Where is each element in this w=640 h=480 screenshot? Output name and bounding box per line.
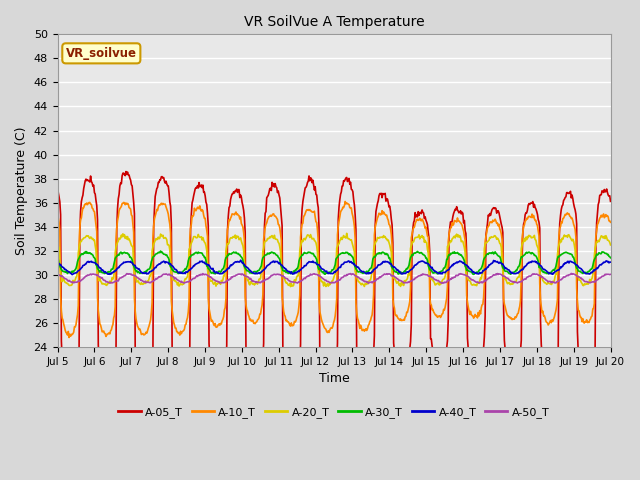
Y-axis label: Soil Temperature (C): Soil Temperature (C) <box>15 126 28 255</box>
A-30_T <box>157 248 164 254</box>
A-50_T <box>177 279 184 285</box>
A-20_T <box>607 242 614 248</box>
A-20_T <box>206 276 214 282</box>
A-50_T <box>568 271 575 276</box>
Line: A-50_T: A-50_T <box>58 274 611 283</box>
A-50_T <box>607 272 614 277</box>
Line: A-20_T: A-20_T <box>58 233 611 287</box>
A-10_T <box>122 202 129 207</box>
A-30_T <box>402 266 410 272</box>
A-40_T <box>68 272 76 277</box>
A-20_T <box>54 240 61 246</box>
A-30_T <box>470 272 477 277</box>
A-40_T <box>54 260 61 266</box>
A-40_T <box>122 260 129 265</box>
A-20_T <box>419 235 427 241</box>
A-50_T <box>120 273 128 278</box>
A-05_T <box>140 397 147 403</box>
Line: A-30_T: A-30_T <box>58 251 611 275</box>
A-10_T <box>54 211 61 217</box>
A-20_T <box>177 281 184 287</box>
A-05_T <box>54 183 61 189</box>
Legend: A-05_T, A-10_T, A-20_T, A-30_T, A-40_T, A-50_T: A-05_T, A-10_T, A-20_T, A-30_T, A-40_T, … <box>114 403 554 422</box>
Line: A-05_T: A-05_T <box>58 171 611 400</box>
A-10_T <box>341 199 349 204</box>
A-20_T <box>403 277 410 283</box>
A-05_T <box>403 360 410 366</box>
A-40_T <box>207 265 214 271</box>
X-axis label: Time: Time <box>319 372 349 385</box>
A-50_T <box>401 280 409 286</box>
A-40_T <box>237 257 244 263</box>
A-30_T <box>607 255 614 261</box>
A-30_T <box>177 270 185 276</box>
A-50_T <box>206 274 214 280</box>
A-20_T <box>343 230 351 236</box>
A-40_T <box>419 258 427 264</box>
A-05_T <box>419 209 427 215</box>
A-30_T <box>120 250 128 255</box>
Line: A-10_T: A-10_T <box>58 202 611 337</box>
A-05_T <box>64 389 72 395</box>
A-05_T <box>120 172 128 178</box>
Line: A-40_T: A-40_T <box>58 260 611 275</box>
A-40_T <box>403 269 410 275</box>
A-10_T <box>64 332 72 338</box>
A-05_T <box>179 388 186 394</box>
A-50_T <box>64 277 72 283</box>
A-50_T <box>417 272 425 277</box>
A-40_T <box>177 269 185 275</box>
Title: VR SoilVue A Temperature: VR SoilVue A Temperature <box>244 15 424 29</box>
A-50_T <box>438 280 446 286</box>
A-30_T <box>207 269 214 275</box>
A-20_T <box>64 280 72 286</box>
A-30_T <box>64 271 72 276</box>
A-10_T <box>419 217 427 223</box>
A-10_T <box>207 314 214 320</box>
A-40_T <box>64 268 72 274</box>
A-05_T <box>207 371 215 376</box>
A-05_T <box>607 198 614 204</box>
A-05_T <box>122 168 130 174</box>
A-20_T <box>120 232 128 238</box>
A-10_T <box>607 219 614 225</box>
Text: VR_soilvue: VR_soilvue <box>66 47 137 60</box>
A-50_T <box>54 271 61 277</box>
A-40_T <box>607 259 614 265</box>
A-30_T <box>54 255 61 261</box>
A-30_T <box>418 251 426 256</box>
A-20_T <box>287 284 294 289</box>
A-10_T <box>403 310 410 315</box>
A-10_T <box>65 335 73 340</box>
A-10_T <box>177 331 185 336</box>
